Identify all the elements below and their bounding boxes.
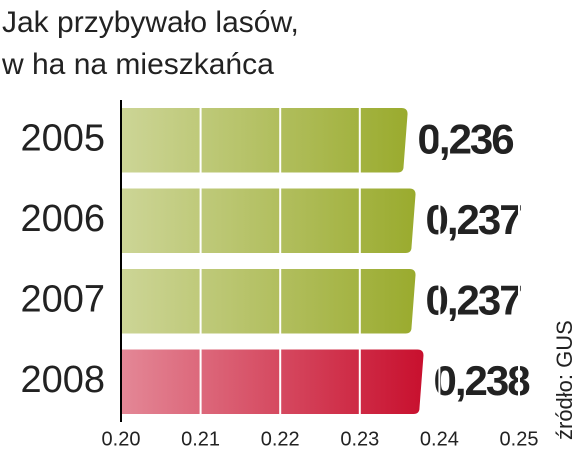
value-label: 0,236 xyxy=(418,115,514,162)
bar xyxy=(121,108,408,173)
source-note: źródło: GUS xyxy=(552,320,577,440)
category-label: 2006 xyxy=(20,198,105,240)
x-tick-label: 0.25 xyxy=(500,428,539,450)
bar xyxy=(121,349,424,414)
category-label: 2008 xyxy=(20,359,105,401)
value-label: 0,237 xyxy=(426,276,522,323)
x-tick-label: 0.23 xyxy=(340,428,379,450)
x-tick-label: 0.21 xyxy=(181,428,220,450)
value-label: 0,238 xyxy=(433,357,530,404)
value-label: 0,237 xyxy=(426,196,522,243)
chart-title: Jak przybywało lasów, xyxy=(2,6,299,39)
bar xyxy=(121,269,416,334)
x-tick-label: 0.22 xyxy=(261,428,300,450)
category-label: 2007 xyxy=(20,278,105,320)
chart-subtitle: w ha na mieszkańca xyxy=(1,48,274,81)
bar xyxy=(121,188,416,253)
x-tick-label: 0.20 xyxy=(102,428,141,450)
category-label: 2005 xyxy=(20,117,105,159)
x-tick-label: 0.24 xyxy=(420,428,459,450)
